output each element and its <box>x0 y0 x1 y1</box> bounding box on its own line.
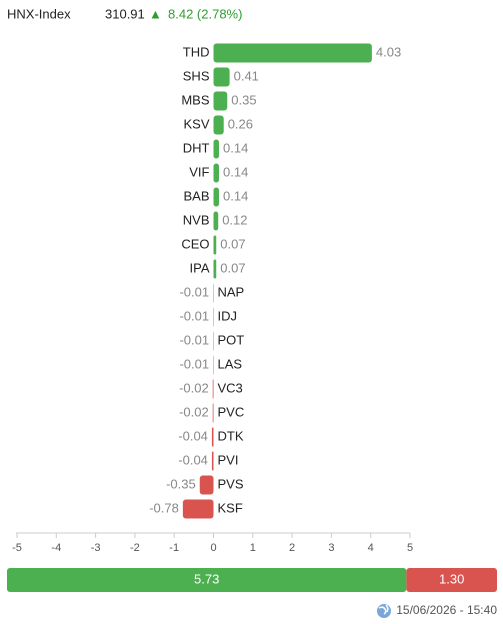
value-label: 0.14 <box>223 188 248 203</box>
category-label: PVC <box>218 404 245 419</box>
category-label: VC3 <box>218 380 243 395</box>
bar <box>213 67 230 87</box>
category-label: NVB <box>183 212 210 227</box>
bar <box>213 259 217 279</box>
category-label: PVS <box>218 476 244 491</box>
bar <box>213 187 220 207</box>
breadth-label: 5.73 <box>194 571 219 586</box>
x-tick-label: -1 <box>169 542 179 554</box>
timestamp-icon <box>377 604 391 618</box>
value-label: 0.14 <box>223 140 248 155</box>
bar <box>213 43 372 63</box>
x-tick-label: -3 <box>91 542 101 554</box>
bar <box>212 403 214 423</box>
x-tick-label: 4 <box>368 542 374 554</box>
bar <box>182 499 214 519</box>
value-label: -0.04 <box>178 428 208 443</box>
x-tick-label: -5 <box>12 542 22 554</box>
breadth-bar <box>7 568 407 592</box>
index-change: 8.42 (2.78%) <box>168 6 242 21</box>
value-label: 0.14 <box>223 164 248 179</box>
bar <box>199 475 214 495</box>
category-label: VIF <box>189 164 209 179</box>
bar <box>213 163 220 183</box>
value-label: -0.02 <box>179 380 209 395</box>
bar <box>213 91 228 111</box>
category-label: POT <box>218 332 245 347</box>
bar <box>211 427 214 447</box>
index-value: 310.91 <box>105 6 145 21</box>
value-label: -0.01 <box>179 332 209 347</box>
category-label: BAB <box>183 188 209 203</box>
category-label: NAP <box>218 284 245 299</box>
category-label: PVI <box>218 452 239 467</box>
bar <box>211 451 214 471</box>
x-tick-label: 1 <box>250 542 256 554</box>
category-label: KSF <box>218 500 243 515</box>
value-label: -0.35 <box>166 476 196 491</box>
category-label: IPA <box>190 260 210 275</box>
bar <box>213 211 219 231</box>
breadth-label: 1.30 <box>439 571 464 586</box>
value-label: -0.04 <box>178 452 208 467</box>
x-tick-label: -2 <box>130 542 140 554</box>
x-tick-label: 3 <box>328 542 334 554</box>
x-tick-label: 5 <box>407 542 413 554</box>
x-tick-label: 2 <box>289 542 295 554</box>
category-label: LAS <box>218 356 243 371</box>
bar <box>213 115 224 135</box>
category-label: THD <box>183 44 210 59</box>
value-label: 0.07 <box>220 236 245 251</box>
value-label: -0.01 <box>179 356 209 371</box>
category-label: MBS <box>181 92 210 107</box>
value-label: -0.01 <box>179 308 209 323</box>
bar <box>213 235 217 255</box>
value-label: -0.02 <box>179 404 209 419</box>
value-label: -0.01 <box>179 284 209 299</box>
category-label: SHS <box>183 68 210 83</box>
category-label: IDJ <box>218 308 238 323</box>
bar <box>212 379 214 399</box>
category-label: DHT <box>183 140 210 155</box>
value-label: 0.26 <box>228 116 253 131</box>
category-label: DTK <box>218 428 244 443</box>
value-label: 4.03 <box>376 44 401 59</box>
bar <box>213 139 220 159</box>
value-label: 0.41 <box>234 68 259 83</box>
x-tick-label: -4 <box>51 542 61 554</box>
x-tick-label: 0 <box>210 542 216 554</box>
category-label: KSV <box>183 116 209 131</box>
timestamp: 15/06/2026 - 15:40 <box>396 603 497 617</box>
value-label: 0.12 <box>222 212 247 227</box>
category-label: CEO <box>181 236 209 251</box>
change-arrow: ▲ <box>149 6 162 21</box>
value-label: 0.07 <box>220 260 245 275</box>
value-label: -0.78 <box>149 500 179 515</box>
breadth-bar <box>406 568 497 592</box>
value-label: 0.35 <box>231 92 256 107</box>
index-name: HNX-Index <box>7 6 71 21</box>
